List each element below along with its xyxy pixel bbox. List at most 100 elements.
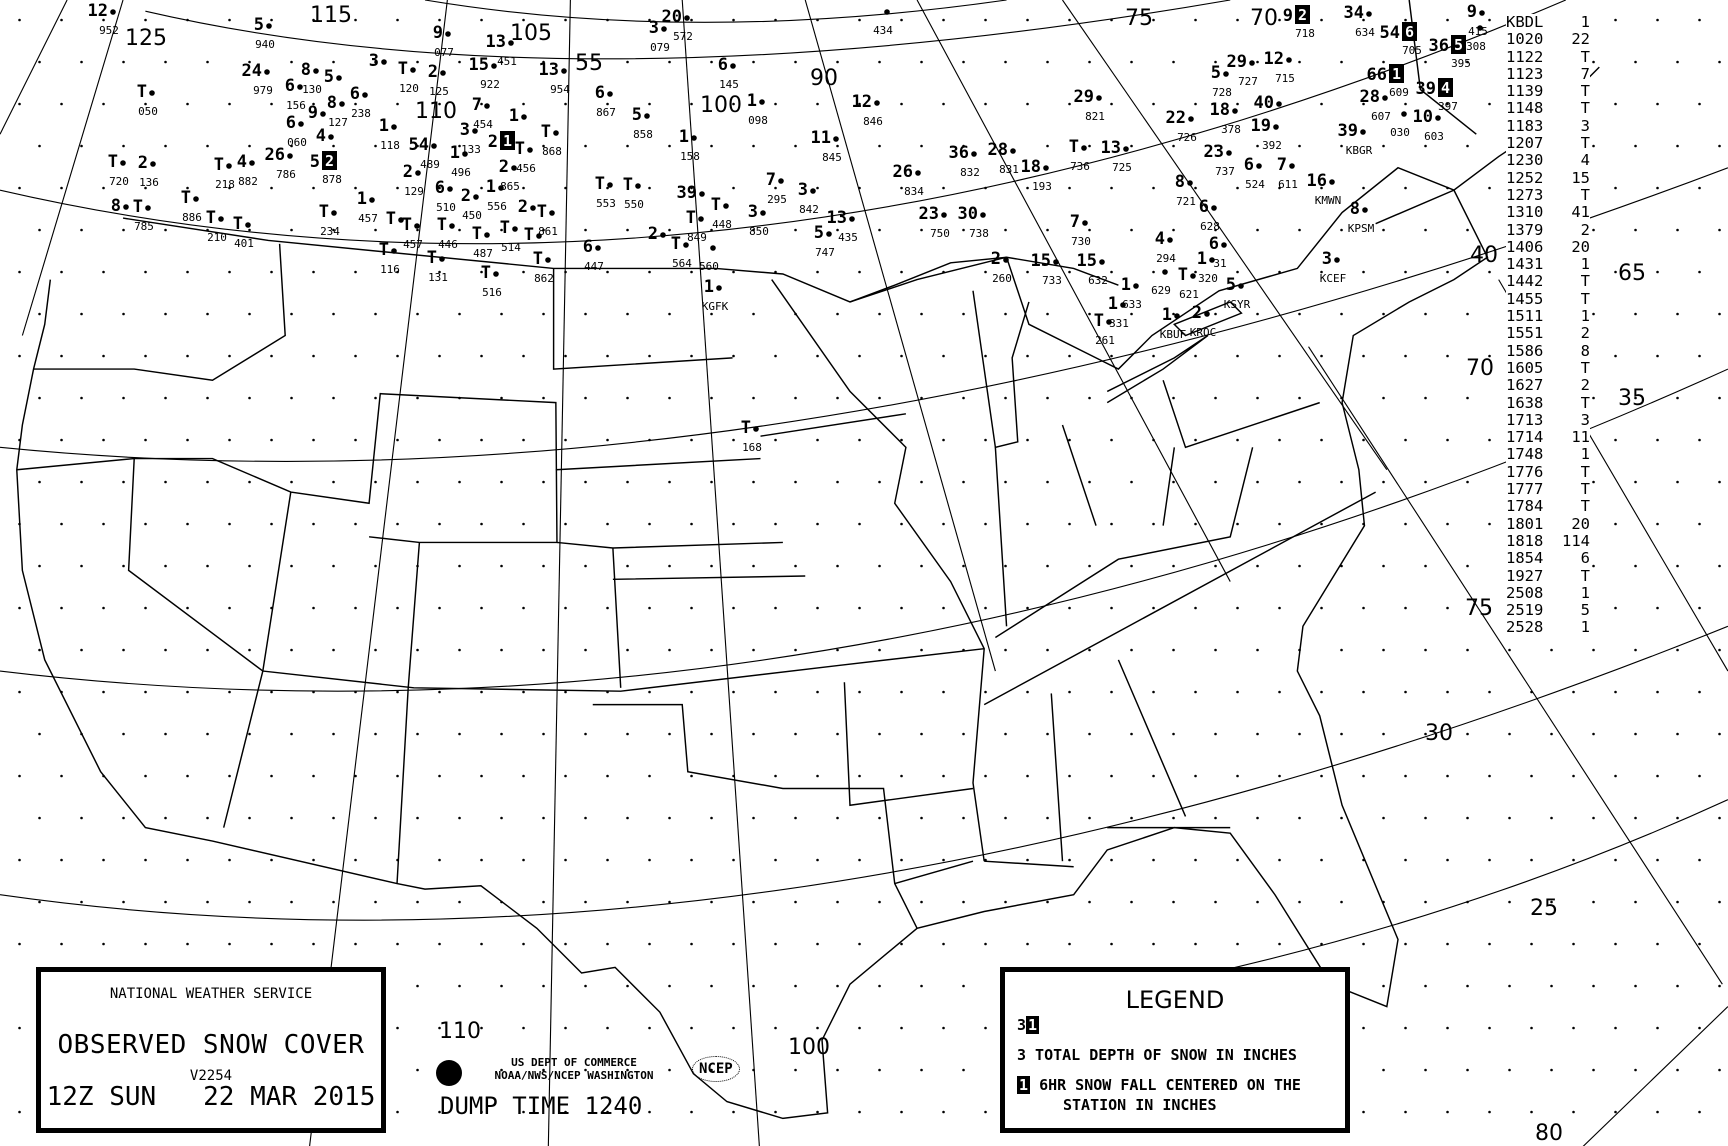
grid-dot xyxy=(858,942,861,946)
grid-dot xyxy=(1656,1110,1659,1114)
grid-dot xyxy=(102,354,105,358)
station-id: 834 xyxy=(904,185,924,198)
grid-dot xyxy=(942,102,945,106)
grid-dot xyxy=(1152,102,1155,106)
snow-depth: 13 xyxy=(1101,138,1121,158)
grid-dot xyxy=(1026,942,1029,946)
station-dot xyxy=(1003,257,1009,263)
station-table-id: 1511 xyxy=(1506,307,1544,326)
grid-dot xyxy=(480,186,483,190)
grid-dot xyxy=(1214,900,1217,904)
station-dot xyxy=(595,245,601,251)
grid-dot xyxy=(18,942,21,946)
grid-dot xyxy=(1320,606,1323,610)
snow-depth: 2 xyxy=(488,132,498,152)
station-id: 730 xyxy=(1071,235,1091,248)
grid-dot xyxy=(354,522,357,526)
station-id: 446 xyxy=(438,238,458,251)
grid-dot xyxy=(794,564,797,568)
grid-dot xyxy=(1046,648,1049,652)
grid-dot xyxy=(668,900,671,904)
station-id: 550 xyxy=(624,198,644,211)
grid-dot xyxy=(522,690,525,694)
snow-depth: T xyxy=(427,248,437,268)
grid-dot xyxy=(312,102,315,106)
grid-dot xyxy=(920,312,923,316)
grid-dot xyxy=(1466,732,1469,736)
grid-dot xyxy=(836,1068,839,1072)
station-dot xyxy=(1043,165,1049,171)
grid-dot xyxy=(1110,522,1113,526)
grid-dot xyxy=(1488,354,1491,358)
grid-dot xyxy=(144,690,147,694)
grid-dot xyxy=(60,522,63,526)
grid-dot xyxy=(1236,270,1239,274)
grid-dot xyxy=(1656,270,1659,274)
snow-depth: 54 xyxy=(1380,23,1400,43)
grid-dot xyxy=(774,690,777,694)
grid-dot xyxy=(1340,648,1343,652)
longitude-line xyxy=(0,0,68,135)
grid-dot xyxy=(1110,942,1113,946)
graticule-label-group: 65 xyxy=(1618,261,1646,286)
grid-dot xyxy=(416,900,419,904)
grid-dot xyxy=(458,228,461,232)
grid-dot xyxy=(1194,186,1197,190)
grid-dot xyxy=(1550,648,1553,652)
grid-dot xyxy=(626,564,629,568)
grid-dot xyxy=(1676,60,1679,64)
grid-dot xyxy=(500,984,503,988)
grid-dot xyxy=(710,984,713,988)
grid-dot xyxy=(438,606,441,610)
grid-dot xyxy=(1214,228,1217,232)
grid-dot xyxy=(584,312,587,316)
grid-dot xyxy=(668,984,671,988)
station-id: 030 xyxy=(1390,126,1410,139)
snow-depth: 12 xyxy=(1264,49,1284,69)
grid-dot xyxy=(1088,648,1091,652)
station-table-row: 1927 T xyxy=(1506,567,1590,585)
grid-dot xyxy=(962,228,965,232)
station: 5 xyxy=(324,67,342,87)
grid-dot xyxy=(1550,900,1553,904)
grid-dot xyxy=(816,186,819,190)
grid-dot xyxy=(1656,354,1659,358)
station-id: 621 xyxy=(1179,288,1199,301)
grid-dot xyxy=(1256,732,1259,736)
station-dot xyxy=(331,210,337,216)
snow-depth: 3 xyxy=(460,120,470,140)
grid-dot xyxy=(900,774,903,778)
station-id: 878 xyxy=(322,173,342,186)
grid-dot xyxy=(522,18,525,22)
station-dot xyxy=(1366,11,1372,17)
grid-dot xyxy=(332,564,335,568)
grid-dot xyxy=(606,774,609,778)
mississippi-river xyxy=(771,279,985,862)
station-table-row: 1379 2 xyxy=(1506,220,1590,239)
grid-dot xyxy=(1550,732,1553,736)
graticule-label-group: 115 xyxy=(310,3,352,28)
grid-dot xyxy=(1592,816,1595,820)
grid-dot xyxy=(564,690,567,694)
grid-dot xyxy=(18,690,21,694)
grid-dot xyxy=(1214,144,1217,148)
grid-dot xyxy=(836,648,839,652)
grid-dot xyxy=(732,606,735,610)
grid-dot xyxy=(794,732,797,736)
station-table-row: 1551 2 xyxy=(1506,325,1590,343)
grid-dot xyxy=(858,606,861,610)
grid-dot xyxy=(1320,270,1323,274)
station-table-value: 2 xyxy=(1580,220,1590,239)
grid-dot xyxy=(732,942,735,946)
grid-dot xyxy=(80,228,83,232)
